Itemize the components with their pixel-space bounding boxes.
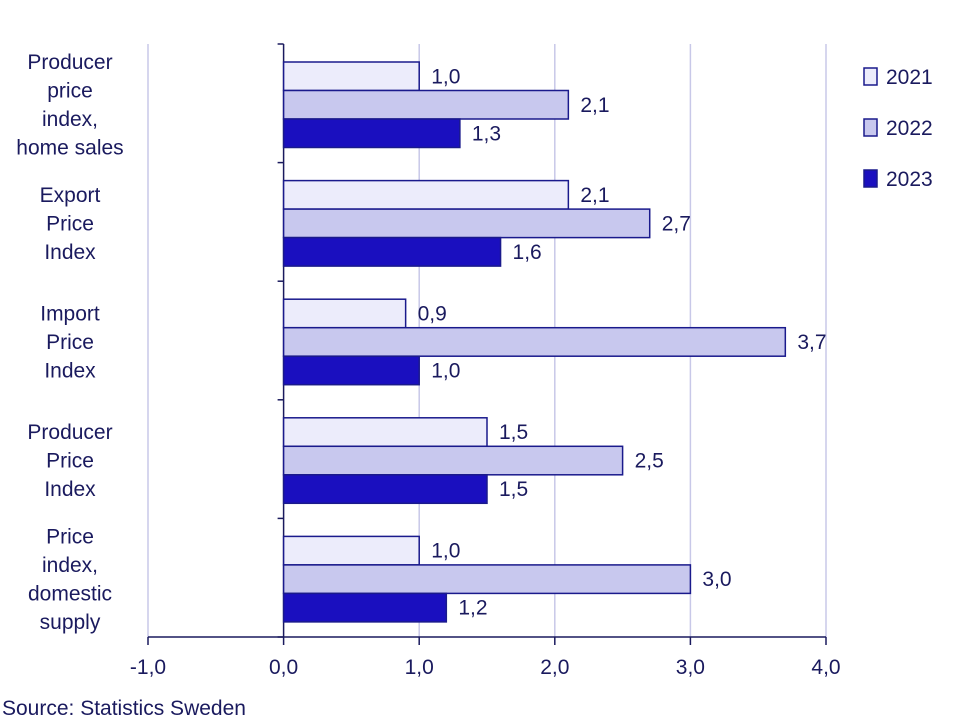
legend-label-2023: 2023	[886, 168, 933, 191]
x-tick-label-4: 3,0	[676, 656, 705, 679]
bar-2023-4	[282, 592, 448, 623]
legend-swatch-2023	[863, 169, 878, 188]
value-label-2023-3: 1,5	[499, 478, 528, 501]
value-label-2023-1: 1,6	[513, 241, 542, 264]
category-label-4-line-0: Price	[46, 525, 94, 548]
x-tick-label-5: 4,0	[811, 656, 840, 679]
bar-2023-2	[282, 355, 420, 386]
bar-2022-4	[282, 564, 692, 595]
bar-2021-1	[282, 179, 570, 210]
value-label-2021-3: 1,5	[499, 421, 528, 444]
category-label-4-line-2: domestic	[28, 582, 112, 605]
bar-2023-3	[282, 474, 488, 505]
category-label-0-line-2: index,	[42, 108, 98, 131]
x-tick-label-1: 0,0	[269, 656, 298, 679]
category-label-3-line-1: Price	[46, 450, 94, 473]
category-label-2-line-0: Import	[40, 302, 100, 325]
legend-label-2022: 2022	[886, 117, 933, 140]
category-label-1-line-1: Price	[46, 212, 94, 235]
value-label-2021-0: 1,0	[431, 65, 460, 88]
value-label-2022-1: 2,7	[662, 212, 691, 235]
x-tick-label-0: -1,0	[130, 656, 166, 679]
category-label-4-line-3: supply	[40, 611, 101, 634]
x-tick-label-3: 2,0	[540, 656, 569, 679]
legend-swatch-2021	[863, 67, 878, 86]
bar-2021-4	[282, 535, 420, 566]
value-label-2021-2: 0,9	[418, 302, 447, 325]
value-label-2022-3: 2,5	[635, 450, 664, 473]
value-label-2021-1: 2,1	[580, 184, 609, 207]
legend-swatch-2022	[863, 118, 878, 137]
category-label-0-line-3: home sales	[16, 137, 123, 160]
bar-2021-3	[282, 417, 488, 448]
x-tick-label-2: 1,0	[405, 656, 434, 679]
source-note: Source: Statistics Sweden	[2, 697, 246, 720]
category-label-1-line-2: Index	[44, 241, 96, 264]
category-label-3-line-2: Index	[44, 478, 96, 501]
bar-2021-2	[282, 298, 407, 329]
category-label-0-line-1: price	[47, 80, 93, 103]
bar-2022-3	[282, 445, 624, 476]
bar-2022-2	[282, 326, 787, 357]
legend-label-2021: 2021	[886, 66, 933, 89]
value-label-2023-2: 1,0	[431, 359, 460, 382]
bar-2022-0	[282, 89, 570, 120]
bar-2023-1	[282, 236, 502, 267]
value-label-2023-4: 1,2	[458, 597, 487, 620]
category-label-2-line-1: Price	[46, 331, 94, 354]
value-label-2022-2: 3,7	[797, 331, 826, 354]
bar-2022-1	[282, 208, 651, 239]
value-label-2023-0: 1,3	[472, 122, 501, 145]
category-label-3-line-0: Producer	[27, 421, 112, 444]
value-label-2021-4: 1,0	[431, 540, 460, 563]
category-label-0-line-0: Producer	[27, 51, 112, 74]
category-label-4-line-1: index,	[42, 554, 98, 577]
bar-2021-0	[282, 61, 420, 92]
bar-chart: -1,0 0,0 1,0 2,0 3,0 4,0 1,0 2,1 1,3 Producer pric…	[16, 43, 933, 679]
value-label-2022-0: 2,1	[580, 94, 609, 117]
bar-2023-0	[282, 118, 461, 149]
category-label-2-line-2: Index	[44, 359, 96, 382]
category-label-1-line-0: Export	[40, 184, 101, 207]
value-label-2022-4: 3,0	[702, 568, 731, 591]
